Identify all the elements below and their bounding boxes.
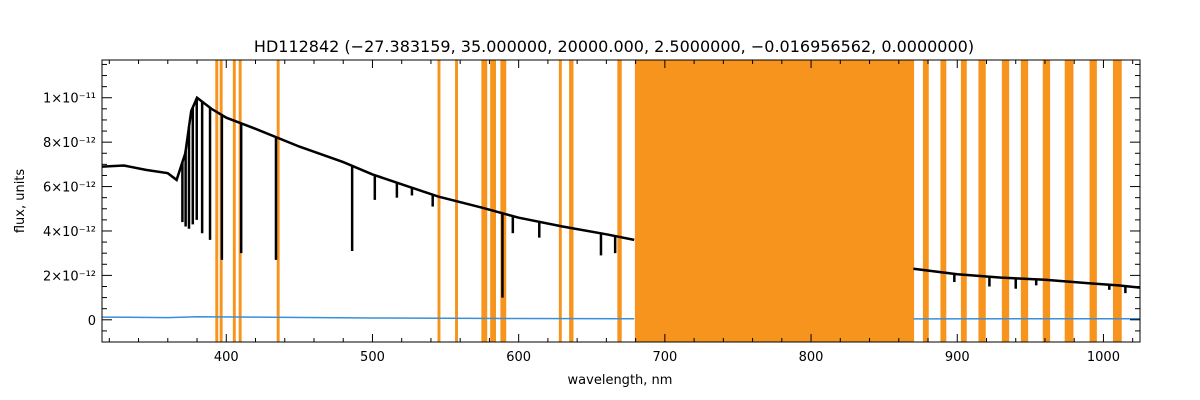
series-layer (101, 95, 1141, 320)
x-tick-label-700: 700 (652, 350, 677, 365)
masked-band-20 (1042, 60, 1051, 342)
y-tick-label-5: 1×10⁻¹¹ (43, 92, 96, 107)
x-tick-label-900: 900 (945, 350, 970, 365)
masked-band-22 (1089, 60, 1097, 342)
x-tick-label-400: 400 (214, 350, 239, 365)
x-axis: 400 500 600 700 800 900 1000 (108, 60, 1134, 365)
y-tick-label-3: 6×10⁻¹² (43, 181, 96, 196)
masked-band-7 (481, 60, 488, 342)
masked-band-9 (500, 60, 507, 342)
x-axis-title: wavelength, nm (568, 373, 673, 388)
masked-band-21 (1064, 60, 1074, 342)
x-tick-label-800: 800 (799, 350, 824, 365)
x-tick-label-500: 500 (360, 350, 385, 365)
flux-segment-1 (913, 267, 1141, 289)
chart-title: HD112842 (−27.383159, 35.000000, 20000.0… (254, 37, 974, 56)
y-axis: 0 2×10⁻¹² 4×10⁻¹² 6×10⁻¹² 8×10⁻¹² 1×10⁻¹¹ (43, 63, 1140, 332)
masked-band-11 (569, 60, 574, 342)
masked-band-19 (1020, 60, 1029, 342)
y-tick-label-4: 8×10⁻¹² (43, 136, 96, 151)
y-tick-label-1: 2×10⁻¹² (43, 269, 96, 284)
error-segment-0 (101, 315, 635, 320)
masked-band-10 (558, 60, 562, 342)
masked-band-18 (1001, 60, 1010, 342)
masked-band-16 (960, 60, 967, 342)
masked-band-0 (215, 60, 219, 342)
y-tick-label-2: 4×10⁻¹² (43, 225, 96, 240)
masked-band-23 (1112, 60, 1122, 342)
masked-band-2 (232, 60, 236, 342)
masked-band-8 (490, 60, 497, 342)
masked-band-5 (437, 60, 441, 342)
masked-band-14 (922, 60, 929, 342)
masked-bands (215, 60, 1122, 342)
masked-band-17 (978, 60, 986, 342)
masked-band-13 (634, 60, 915, 342)
y-tick-label-0: 0 (88, 314, 96, 329)
masked-band-12 (617, 60, 622, 342)
flux-segment-0 (101, 95, 635, 242)
masked-band-4 (276, 60, 280, 342)
x-tick-label-600: 600 (506, 350, 531, 365)
x-tick-label-1000: 1000 (1087, 350, 1120, 365)
masked-band-15 (940, 60, 947, 342)
plot-frame (101, 59, 1141, 343)
y-axis-title: flux, units (13, 169, 28, 234)
